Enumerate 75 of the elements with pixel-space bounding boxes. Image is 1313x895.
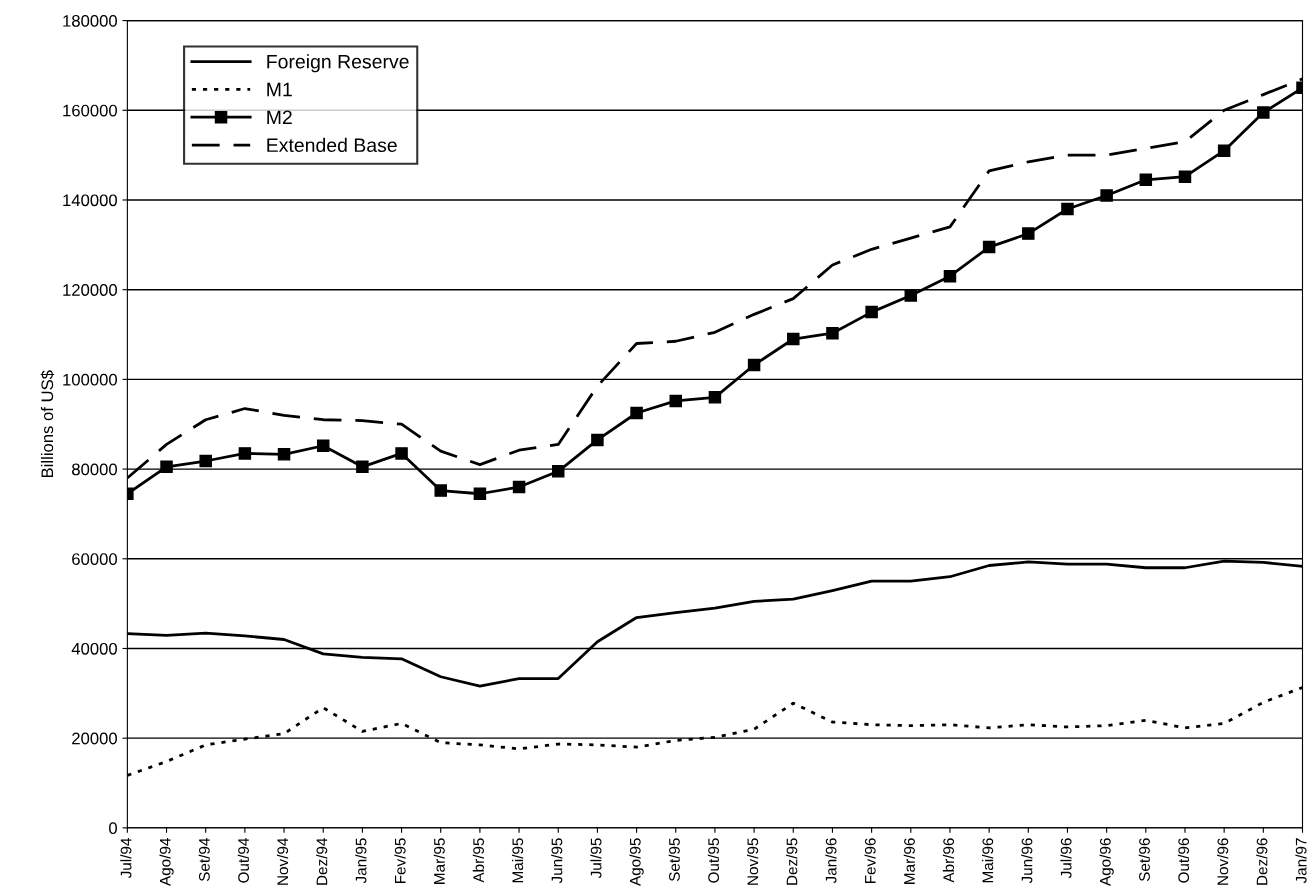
y-tick-label: 40000	[71, 642, 117, 655]
point	[473, 487, 487, 500]
point	[787, 332, 800, 346]
point	[865, 305, 878, 319]
x-tick-label: Ago/94	[159, 838, 174, 886]
x-tick-label: Fev/96	[864, 838, 876, 884]
x-tick-label: Dez/95	[786, 838, 798, 885]
point	[199, 454, 212, 468]
x-tick-label: Out/95	[707, 838, 720, 883]
y-tick-label: 160000	[63, 104, 117, 117]
x-tick-label: Jan/96	[825, 838, 837, 884]
x-tick-label: Dez/96	[1256, 838, 1268, 885]
y-tick-label: 80000	[72, 463, 117, 476]
point	[1022, 227, 1035, 240]
x-tick-label: Mar/96	[903, 838, 915, 884]
x-tick-label: Jul/95	[590, 838, 602, 879]
x-tick-label: Jul/94	[120, 838, 132, 879]
point	[591, 433, 604, 447]
point	[630, 406, 643, 420]
x-tick-label: Ago/95	[629, 838, 644, 886]
x-tick-label: Mai/95	[511, 838, 524, 883]
point	[316, 439, 330, 453]
y-tick-label: 0	[109, 822, 117, 835]
x-tick-label: Jul/96	[1060, 838, 1072, 879]
x-tick-label: Set/94	[198, 838, 210, 882]
point	[708, 391, 722, 404]
x-tick-label: Jan/97	[1295, 838, 1307, 884]
point	[1139, 173, 1153, 187]
point	[551, 465, 565, 478]
legend-label: Extended Base	[267, 137, 397, 153]
legend-label: Foreign Reserve	[267, 54, 409, 73]
point	[356, 460, 369, 474]
point	[160, 460, 173, 474]
point	[943, 269, 957, 283]
x-tick-label: Ago/96	[1099, 838, 1114, 886]
y-tick-label: 60000	[72, 553, 117, 565]
x-tick-label: Mar/95	[433, 838, 445, 884]
point	[747, 358, 761, 372]
x-tick-label: Set/96	[1138, 838, 1150, 882]
x-tick-label: Jan/95	[355, 838, 367, 884]
point	[1257, 106, 1270, 119]
x-tick-label: Fev/95	[394, 838, 406, 884]
point	[434, 484, 447, 497]
x-tick-label: Abr/95	[472, 838, 484, 883]
point	[512, 480, 526, 494]
y-tick-label: 180000	[63, 14, 117, 27]
point	[277, 448, 291, 461]
y-tick-label: 100000	[63, 373, 117, 386]
x-tick-label: Mai/96	[982, 838, 994, 883]
x-tick-label: Out/96	[1177, 838, 1190, 883]
x-tick-label: Set/95	[668, 838, 680, 882]
x-tick-label: Nov/95	[746, 838, 759, 885]
x-tick-label: Out/94	[237, 838, 249, 883]
y-tick-label: 140000	[63, 194, 117, 207]
y-axis-title: Billions of US$	[40, 370, 55, 478]
point	[904, 289, 918, 302]
point	[1100, 189, 1113, 202]
x-tick-label: Jun/95	[551, 838, 563, 884]
x-tick-label: Dez/94	[316, 838, 328, 885]
x-tick-label: Nov/94	[276, 838, 289, 885]
point	[826, 326, 839, 340]
point	[1178, 170, 1192, 183]
y-tick-label: 120000	[63, 284, 117, 296]
point	[1217, 144, 1231, 157]
legend-label: M2	[267, 110, 292, 125]
x-tick-label: Jun/96	[1021, 838, 1033, 884]
x-tick-label: Abr/96	[942, 838, 955, 883]
x-tick-label: Nov/96	[1217, 838, 1229, 885]
legend-label: M1	[267, 82, 292, 97]
point	[238, 447, 252, 460]
point	[669, 394, 683, 408]
y-tick-label: 20000	[72, 732, 117, 745]
point	[982, 240, 996, 254]
point	[395, 447, 408, 460]
point	[1061, 202, 1074, 216]
